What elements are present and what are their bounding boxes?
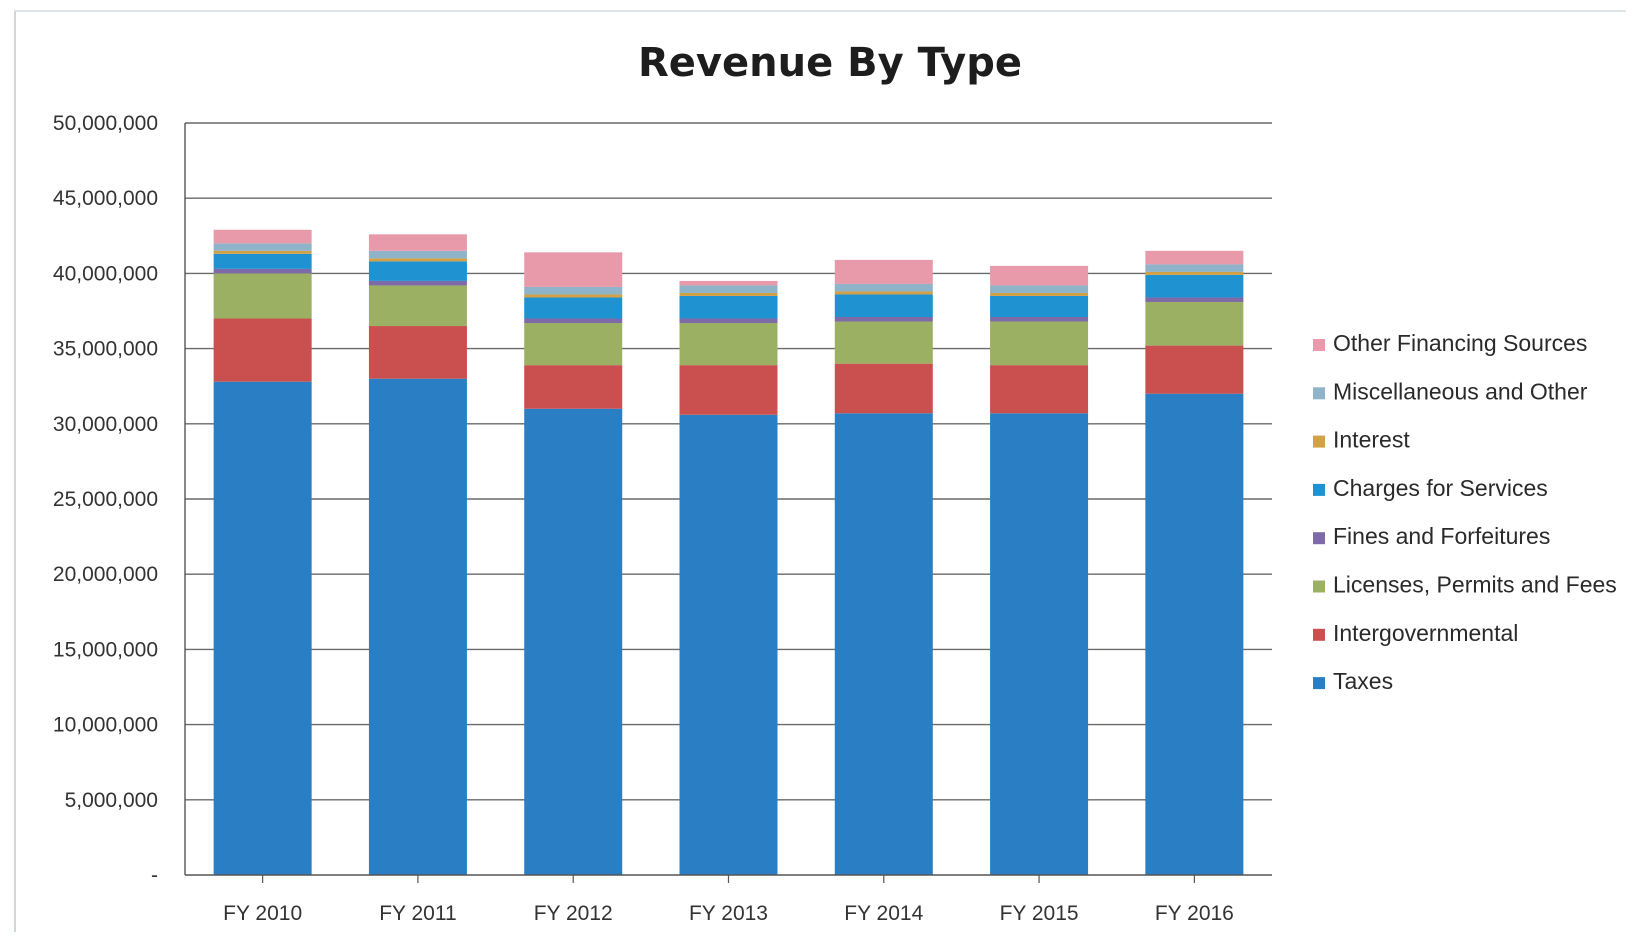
bar-segment-charges-for-services xyxy=(990,295,1089,318)
bar-segment-taxes xyxy=(524,408,623,875)
legend-swatch xyxy=(1313,580,1325,593)
bar-segment-miscellaneous-and-other xyxy=(1145,264,1244,272)
bar-segment-taxes xyxy=(834,413,933,875)
bar-segment-charges-for-services xyxy=(368,261,467,281)
bar-segment-other-financing-sources xyxy=(679,280,778,286)
y-tick-label: 10,000,000 xyxy=(53,714,158,737)
bar-segment-fines-and-forfeitures xyxy=(213,268,312,274)
bar-segment-interest xyxy=(990,292,1089,296)
bar-segment-licenses-permits-and-fees xyxy=(834,321,933,364)
y-tick-label: 20,000,000 xyxy=(53,563,158,586)
bar-segment-intergovernmental xyxy=(1145,345,1244,394)
bar-segment-licenses-permits-and-fees xyxy=(213,273,312,319)
x-tick-label: FY 2013 xyxy=(689,902,768,925)
bar-segment-fines-and-forfeitures xyxy=(679,318,778,324)
legend-label: Licenses, Permits and Fees xyxy=(1333,572,1617,598)
bar-segment-miscellaneous-and-other xyxy=(990,285,1089,293)
bar-segment-interest xyxy=(368,258,467,262)
legend-label: Taxes xyxy=(1333,668,1393,694)
legend-label: Intergovernmental xyxy=(1333,620,1518,646)
bar-segment-interest xyxy=(679,292,778,296)
bar-segment-interest xyxy=(1145,271,1244,275)
y-tick-label: - xyxy=(151,864,158,887)
bar-segment-intergovernmental xyxy=(524,365,623,409)
bar-segment-intergovernmental xyxy=(679,365,778,415)
bar-segment-charges-for-services xyxy=(679,295,778,319)
bar-segment-licenses-permits-and-fees xyxy=(679,323,778,366)
legend-swatch xyxy=(1313,628,1325,641)
bar-segment-other-financing-sources xyxy=(213,229,312,244)
bar-segment-fines-and-forfeitures xyxy=(990,317,1089,322)
legend-swatch xyxy=(1313,435,1325,448)
legend-swatch xyxy=(1313,483,1325,496)
legend-swatch xyxy=(1313,339,1325,351)
bar-segment-other-financing-sources xyxy=(524,252,623,287)
bar-segment-intergovernmental xyxy=(213,318,312,382)
legend-label: Interest xyxy=(1333,427,1410,453)
bar-segment-licenses-permits-and-fees xyxy=(524,323,623,366)
bar-segment-charges-for-services xyxy=(834,294,933,318)
bar-segment-licenses-permits-and-fees xyxy=(990,321,1089,366)
bar-segment-other-financing-sources xyxy=(834,259,933,284)
legend-label: Charges for Services xyxy=(1333,475,1548,501)
x-tick-label: FY 2014 xyxy=(844,902,923,925)
bar-segment-licenses-permits-and-fees xyxy=(1145,301,1244,346)
legend-label: Miscellaneous and Other xyxy=(1333,378,1588,404)
bar-segment-charges-for-services xyxy=(213,253,312,269)
bar-segment-taxes xyxy=(679,414,778,875)
bar-segment-miscellaneous-and-other xyxy=(368,250,467,259)
bar-segment-miscellaneous-and-other xyxy=(679,285,778,293)
y-tick-label: 30,000,000 xyxy=(53,413,158,436)
y-tick-label: 40,000,000 xyxy=(53,262,158,285)
bar-segment-intergovernmental xyxy=(834,363,933,414)
bar-segment-other-financing-sources xyxy=(368,234,467,251)
chart-title: Revenue By Type xyxy=(637,40,1022,86)
y-tick-label: 25,000,000 xyxy=(53,488,158,511)
x-tick-label: FY 2012 xyxy=(534,902,613,925)
bar-segment-taxes xyxy=(368,378,467,875)
bar-segment-miscellaneous-and-other xyxy=(834,283,933,292)
y-tick-label: 50,000,000 xyxy=(53,112,158,135)
bar-segment-charges-for-services xyxy=(1145,274,1244,298)
bar-segment-fines-and-forfeitures xyxy=(834,317,933,322)
bar-segment-other-financing-sources xyxy=(990,265,1089,286)
bar-segment-taxes xyxy=(990,413,1089,875)
y-tick-label: 35,000,000 xyxy=(53,338,158,361)
bar-segment-taxes xyxy=(213,381,312,875)
x-tick-label: FY 2015 xyxy=(1000,902,1079,925)
y-tick-label: 5,000,000 xyxy=(65,789,158,812)
bar-segment-interest xyxy=(213,250,312,254)
bar-segment-fines-and-forfeitures xyxy=(1145,297,1244,302)
bar-segment-miscellaneous-and-other xyxy=(213,243,312,251)
y-tick-label: 15,000,000 xyxy=(53,638,158,661)
legend-label: Fines and Forfeitures xyxy=(1333,523,1550,549)
bar-segment-interest xyxy=(524,294,623,298)
x-tick-label: FY 2010 xyxy=(223,902,302,925)
bar-segment-other-financing-sources xyxy=(1145,250,1244,265)
legend-swatch xyxy=(1313,387,1325,400)
x-tick-label: FY 2016 xyxy=(1155,902,1234,925)
bar-segment-miscellaneous-and-other xyxy=(524,286,623,295)
legend-swatch xyxy=(1313,677,1325,690)
legend-label: Other Financing Sources xyxy=(1333,330,1587,356)
bar-segment-intergovernmental xyxy=(368,326,467,379)
bar-segment-fines-and-forfeitures xyxy=(524,318,623,324)
x-tick-label: FY 2011 xyxy=(379,902,456,925)
y-tick-label: 45,000,000 xyxy=(53,187,158,210)
legend-swatch xyxy=(1313,532,1325,545)
bar-segment-charges-for-services xyxy=(524,297,623,319)
bar-segment-intergovernmental xyxy=(990,365,1089,414)
bar-segment-taxes xyxy=(1145,393,1244,875)
chart-frame xyxy=(14,10,1626,932)
bar-segment-licenses-permits-and-fees xyxy=(368,285,467,327)
bar-segment-fines-and-forfeitures xyxy=(368,280,467,286)
bar-segment-interest xyxy=(834,291,933,295)
